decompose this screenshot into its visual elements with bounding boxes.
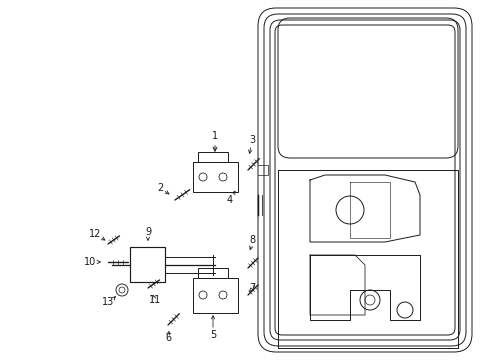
Text: 8: 8: [249, 235, 255, 245]
Bar: [198, 152, 228, 162]
Text: 2: 2: [157, 183, 163, 193]
Bar: [193, 278, 238, 313]
Text: 4: 4: [227, 195, 233, 205]
Text: 13: 13: [102, 297, 114, 307]
Text: 11: 11: [149, 295, 161, 305]
Text: 12: 12: [89, 229, 101, 239]
Text: 3: 3: [249, 135, 255, 145]
Bar: [193, 162, 238, 192]
Text: 5: 5: [210, 330, 216, 340]
Bar: [198, 268, 228, 278]
Text: 6: 6: [165, 333, 171, 343]
Text: 10: 10: [84, 257, 96, 267]
Text: 7: 7: [249, 283, 255, 293]
Text: 9: 9: [145, 227, 151, 237]
Bar: [130, 247, 165, 282]
Text: 1: 1: [212, 131, 218, 141]
